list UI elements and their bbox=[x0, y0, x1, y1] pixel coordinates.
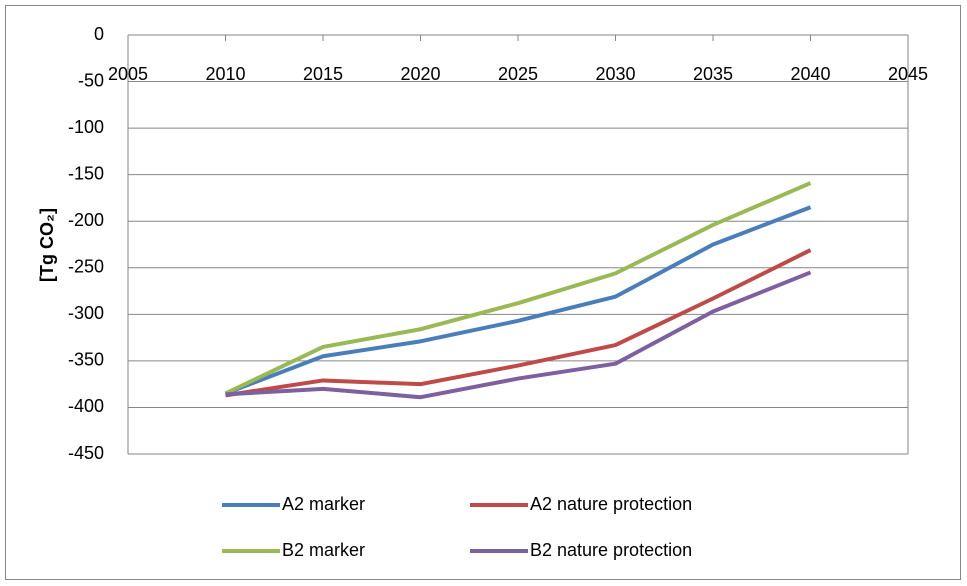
x-tick-label: 2040 bbox=[790, 64, 830, 84]
x-tick-label: 2025 bbox=[498, 64, 538, 84]
series-line bbox=[225, 248, 812, 398]
x-tick-label: 2015 bbox=[303, 64, 343, 84]
x-tick-label: 2030 bbox=[595, 64, 635, 84]
x-tick-label: 2020 bbox=[400, 64, 440, 84]
chart-frame bbox=[5, 5, 961, 580]
legend-label: A2 nature protection bbox=[530, 494, 692, 514]
y-tick-label: -150 bbox=[68, 163, 104, 183]
x-tick-label: 2010 bbox=[205, 64, 245, 84]
series-line bbox=[225, 270, 812, 400]
y-tick-label: -250 bbox=[68, 257, 104, 277]
legend-label: B2 nature protection bbox=[530, 540, 692, 560]
y-tick-label: -450 bbox=[68, 443, 104, 463]
x-tick-label: 2005 bbox=[108, 64, 148, 84]
y-axis-label: [Tg CO₂] bbox=[37, 208, 57, 282]
y-tick-label: -50 bbox=[78, 70, 104, 90]
x-tick-label: 2035 bbox=[693, 64, 733, 84]
legend-label: A2 marker bbox=[282, 494, 365, 514]
legend-label: B2 marker bbox=[282, 540, 365, 560]
y-tick-label: -400 bbox=[68, 396, 104, 416]
series-line bbox=[224, 205, 812, 396]
y-tick-label: -100 bbox=[68, 117, 104, 137]
x-tick-label: 2045 bbox=[888, 64, 928, 84]
y-tick-label: -300 bbox=[68, 303, 104, 323]
y-tick-label: -200 bbox=[68, 210, 104, 230]
series-line bbox=[224, 181, 812, 396]
y-tick-label: -350 bbox=[68, 350, 104, 370]
y-tick-label: 0 bbox=[94, 24, 104, 44]
